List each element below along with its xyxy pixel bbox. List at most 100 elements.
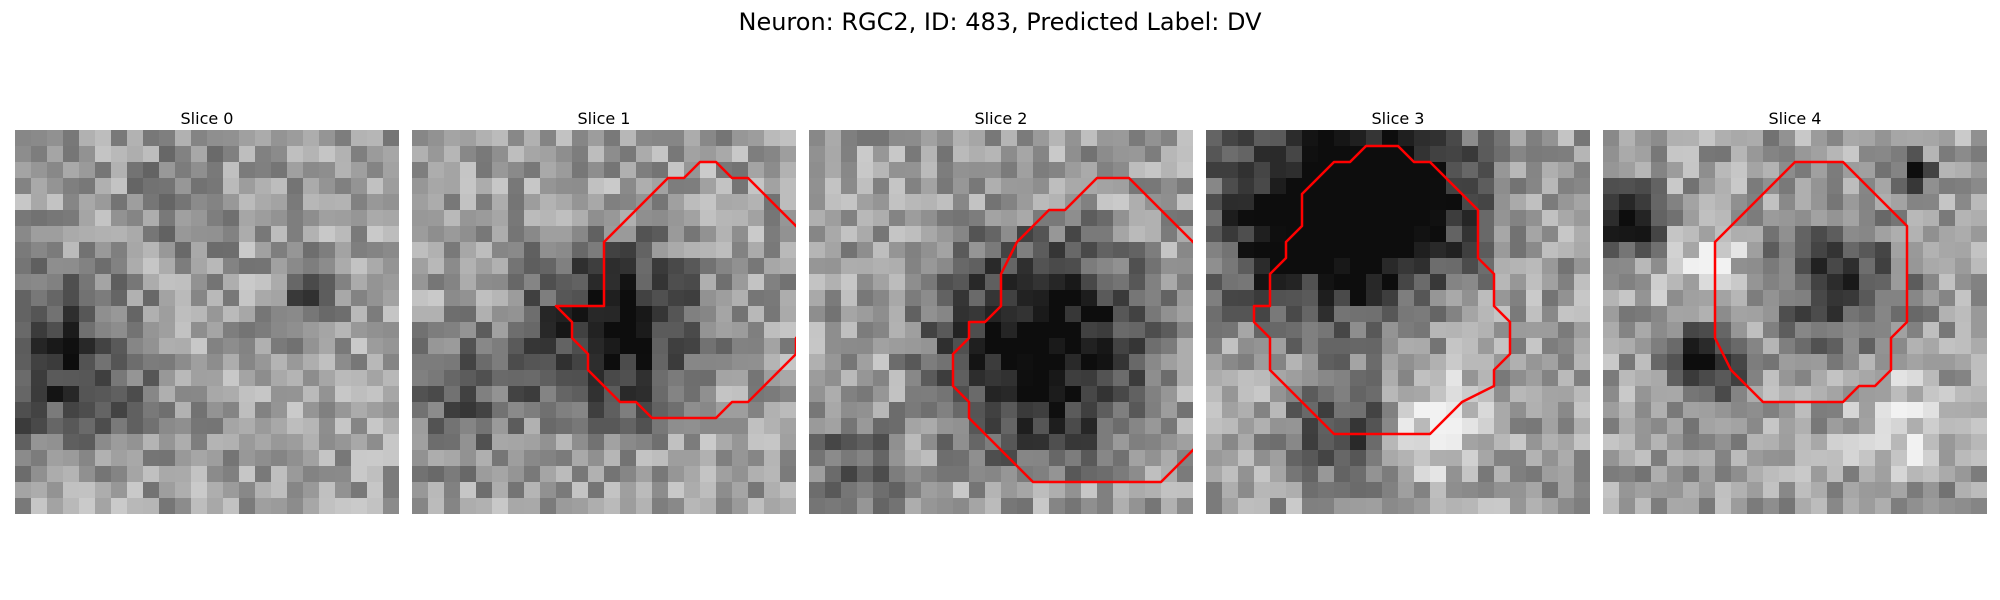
- pixel: [732, 482, 749, 499]
- pixel: [1558, 402, 1575, 419]
- pixel: [1462, 146, 1479, 163]
- pixel: [1286, 450, 1303, 467]
- pixel: [1763, 210, 1780, 227]
- pixel: [1683, 194, 1700, 211]
- pixel: [1667, 386, 1684, 403]
- pixel: [1827, 178, 1844, 195]
- pixel: [1651, 130, 1668, 147]
- pixel: [905, 466, 922, 483]
- pixel: [1779, 466, 1796, 483]
- pixel: [335, 146, 352, 163]
- pixel: [1129, 194, 1146, 211]
- pixel: [207, 162, 224, 179]
- pixel: [191, 274, 208, 291]
- pixel: [985, 354, 1002, 371]
- pixel: [1430, 306, 1447, 323]
- pixel: [367, 274, 384, 291]
- pixel: [476, 194, 493, 211]
- pixel: [1446, 434, 1463, 451]
- pixel: [1478, 322, 1495, 339]
- pixel: [780, 258, 796, 275]
- pixel: [367, 210, 384, 227]
- pixel: [1478, 482, 1495, 499]
- pixel: [1747, 306, 1764, 323]
- pixel: [1238, 146, 1255, 163]
- pixel: [873, 162, 890, 179]
- pixel: [1574, 146, 1590, 163]
- pixel: [1843, 130, 1860, 147]
- pixel: [1635, 402, 1652, 419]
- pixel: [1859, 274, 1876, 291]
- pixel: [1318, 482, 1335, 499]
- pixel: [428, 386, 445, 403]
- pixel: [1446, 210, 1463, 227]
- pixel: [1923, 386, 1940, 403]
- pixel: [287, 434, 304, 451]
- pixel: [1177, 498, 1193, 514]
- pixel: [508, 370, 525, 387]
- pixel: [668, 402, 685, 419]
- pixel: [1081, 194, 1098, 211]
- pixel: [1017, 274, 1034, 291]
- pixel: [572, 370, 589, 387]
- pixel: [1635, 434, 1652, 451]
- pixel: [764, 498, 781, 514]
- pixel: [31, 130, 48, 147]
- pixel: [1699, 242, 1716, 259]
- pixel: [1971, 258, 1987, 275]
- pixel: [1603, 498, 1620, 514]
- pixel: [319, 274, 336, 291]
- pixel: [367, 386, 384, 403]
- pixel: [556, 290, 573, 307]
- pixel: [780, 450, 796, 467]
- pixel: [444, 402, 461, 419]
- pixel: [335, 354, 352, 371]
- pixel: [1510, 306, 1527, 323]
- pixel: [857, 370, 874, 387]
- pixel: [1875, 242, 1892, 259]
- pixel: [1875, 338, 1892, 355]
- pixel: [460, 226, 477, 243]
- pixel: [47, 258, 64, 275]
- pixel: [1286, 306, 1303, 323]
- pixel: [1763, 242, 1780, 259]
- pixel: [303, 370, 320, 387]
- pixel: [223, 290, 240, 307]
- pixel: [572, 146, 589, 163]
- pixel: [1526, 130, 1543, 147]
- pixel: [79, 130, 96, 147]
- pixel: [1161, 338, 1178, 355]
- pixel: [1923, 274, 1940, 291]
- pixel: [1177, 322, 1193, 339]
- pixel: [652, 482, 669, 499]
- pixel: [319, 130, 336, 147]
- pixel: [1398, 306, 1415, 323]
- pixel: [1254, 130, 1271, 147]
- pixel: [1827, 146, 1844, 163]
- pixel: [841, 242, 858, 259]
- pixel: [889, 258, 906, 275]
- pixel: [1049, 466, 1066, 483]
- pixel: [1542, 130, 1559, 147]
- pixel: [588, 482, 605, 499]
- pixel: [111, 178, 128, 195]
- pixel: [1430, 370, 1447, 387]
- pixel: [79, 402, 96, 419]
- pixel: [31, 290, 48, 307]
- pixel: [31, 466, 48, 483]
- pixel: [1731, 482, 1748, 499]
- pixel: [937, 402, 954, 419]
- pixel: [905, 274, 922, 291]
- pixel: [1923, 338, 1940, 355]
- pixel: [383, 210, 399, 227]
- pixel: [1747, 498, 1764, 514]
- pixel: [287, 418, 304, 435]
- pixel: [1382, 306, 1399, 323]
- pixel: [223, 482, 240, 499]
- pixel: [1398, 178, 1415, 195]
- pixel: [1366, 306, 1383, 323]
- pixel: [1081, 418, 1098, 435]
- pixel: [460, 290, 477, 307]
- pixel: [1430, 450, 1447, 467]
- pixel: [31, 322, 48, 339]
